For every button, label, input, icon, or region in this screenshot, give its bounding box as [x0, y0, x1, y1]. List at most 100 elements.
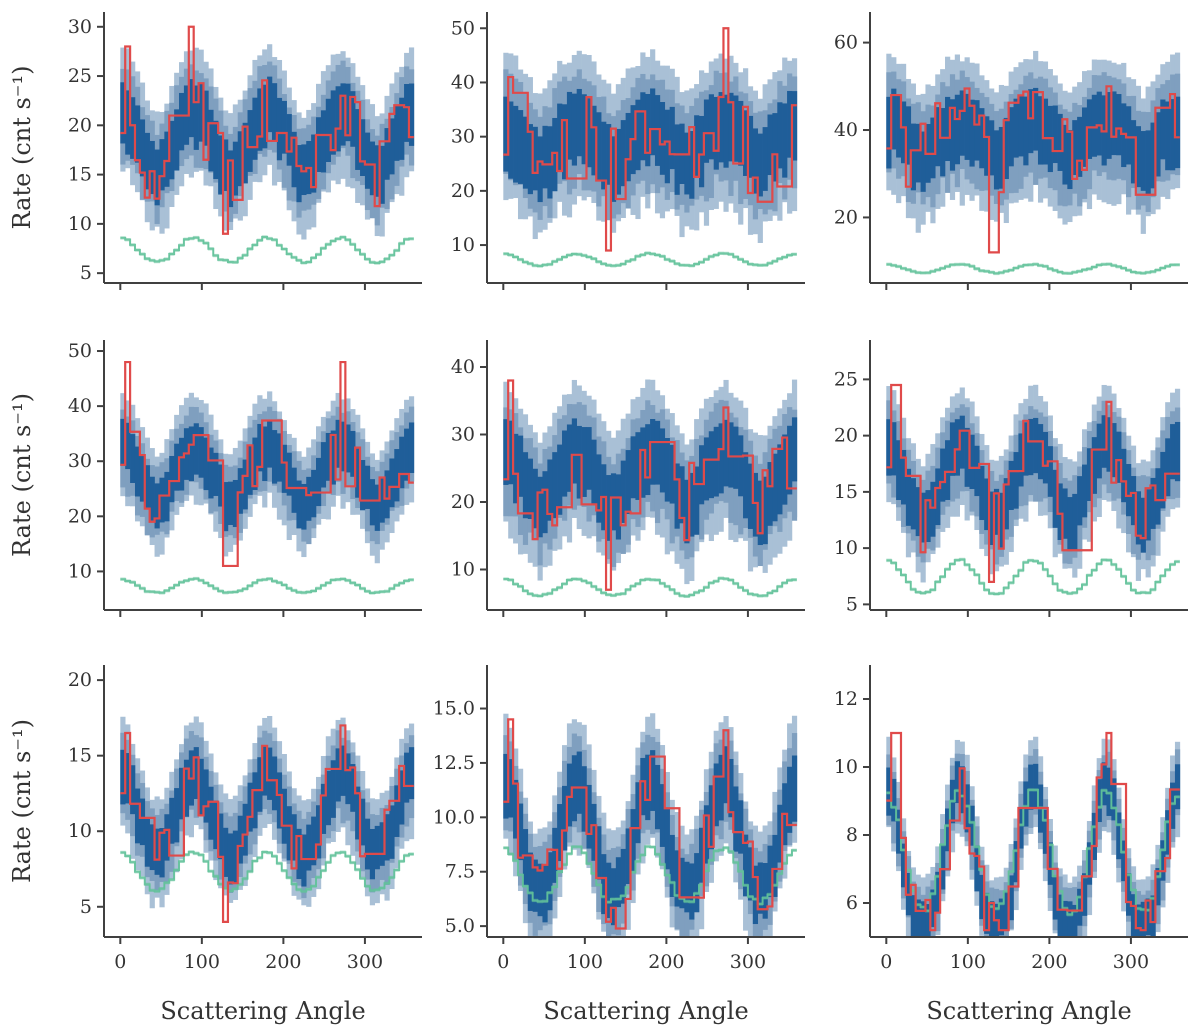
band-inner-bin [1052, 875, 1058, 920]
band-inner-bin [596, 454, 602, 523]
band-inner-bin [1067, 497, 1073, 552]
band-inner-bin [517, 110, 524, 184]
band-inner-bin [262, 84, 268, 149]
band-inner-bin [757, 133, 763, 197]
background-line [503, 252, 797, 268]
y-tick-label: 60 [834, 32, 858, 54]
band-inner-bin [659, 784, 666, 847]
band-inner-bin [1072, 493, 1078, 550]
band-inner-bin [1106, 92, 1112, 159]
band-inner-bin [630, 436, 636, 499]
band-inner-bin [527, 124, 533, 195]
band-inner-bin [1057, 894, 1063, 937]
band-inner-bin [271, 430, 278, 484]
band-inner-bin [767, 462, 773, 526]
band-inner-bin [301, 483, 307, 530]
bands-layer [120, 44, 1181, 937]
band-inner-bin [130, 434, 136, 483]
band-inner-bin [360, 460, 366, 511]
band-inner-bin [1116, 94, 1122, 156]
band-inner-bin [316, 117, 322, 172]
band-inner-bin [915, 123, 921, 183]
band-inner-bin [920, 492, 926, 543]
band-inner-bin [164, 814, 170, 861]
observed-line [120, 360, 414, 568]
x-tick-label: 100 [567, 951, 603, 973]
background-line [503, 577, 797, 598]
y-tick-label: 40 [451, 71, 475, 93]
band-inner-bin [227, 150, 234, 208]
band-inner-bin [610, 473, 617, 531]
y-tick-label: 10 [834, 756, 858, 778]
band-inner-bin [125, 90, 131, 155]
band-inner-bin [566, 424, 573, 492]
band-inner-bin [679, 466, 685, 524]
y-tick-label: 5.0 [445, 915, 475, 937]
band-inner-bin [179, 437, 185, 491]
band-inner-bin [316, 457, 322, 507]
panel-1-0 [120, 391, 415, 564]
band-inner-bin [703, 805, 710, 864]
observed-line [120, 25, 414, 235]
band-inner-bin [399, 436, 405, 489]
band-inner-bin [1072, 120, 1078, 176]
y-tick-label: 25 [68, 65, 92, 87]
band-inner-bin [891, 422, 897, 476]
band-inner-bin [1165, 101, 1171, 171]
band-inner-bin [787, 425, 793, 495]
band-inner-bin [581, 94, 587, 165]
band-inner-bin [384, 128, 390, 180]
band-inner-bin [984, 478, 990, 531]
band-inner-bin [537, 476, 543, 538]
band-inner-bin [404, 428, 410, 481]
band-inner-bin [399, 770, 405, 825]
band-inner-bin [394, 449, 400, 502]
band-inner-bin [566, 91, 573, 160]
band-inner-bin [935, 468, 941, 526]
band-inner-bin [364, 465, 371, 509]
band-inner-bin [905, 106, 912, 165]
background-line [120, 850, 414, 893]
band-inner-bin [503, 419, 509, 485]
band-inner-bin [989, 120, 995, 176]
band-inner-bin [896, 809, 902, 854]
band-inner-bin [910, 123, 916, 191]
band-inner-bin [345, 753, 351, 805]
band-inner-bin [399, 97, 405, 160]
band-inner-bin [296, 828, 302, 880]
band-inner-bin [625, 450, 631, 514]
band-inner-bin [940, 448, 946, 502]
band-inner-bin [1062, 488, 1068, 539]
band-inner-bin [218, 464, 224, 507]
band-inner-bin [782, 103, 788, 178]
band-inner-bin [689, 472, 695, 537]
band-inner-bin [974, 845, 980, 892]
band-inner-bin [964, 784, 970, 833]
band-inner-bin [1160, 99, 1166, 160]
band-inner-bin [232, 830, 239, 883]
band-inner-bin [645, 424, 651, 496]
band-inner-bin [120, 418, 126, 466]
band-inner-bin [738, 100, 744, 166]
band-inner-bin [389, 805, 395, 859]
band-inner-bin [679, 857, 685, 909]
x-tick-label: 100 [950, 951, 986, 973]
y-tick-label: 30 [451, 126, 475, 148]
band-inner-bin [910, 895, 916, 937]
band-inner-bin [364, 132, 371, 189]
band-inner-bin [1028, 418, 1034, 476]
band-inner-bin [267, 747, 273, 800]
band-inner-bin [223, 827, 229, 877]
band-inner-bin [281, 788, 287, 844]
band-inner-bin [1106, 417, 1112, 472]
band-inner-bin [949, 99, 956, 171]
band-inner-bin [606, 862, 612, 919]
band-inner-bin [610, 136, 617, 202]
band-inner-bin [954, 419, 960, 476]
band-inner-bin [542, 125, 548, 189]
band-inner-bin [708, 431, 714, 499]
band-inner-bin [213, 120, 219, 180]
band-inner-bin [743, 110, 749, 176]
band-inner-bin [969, 805, 975, 846]
band-inner-bin [286, 806, 292, 861]
